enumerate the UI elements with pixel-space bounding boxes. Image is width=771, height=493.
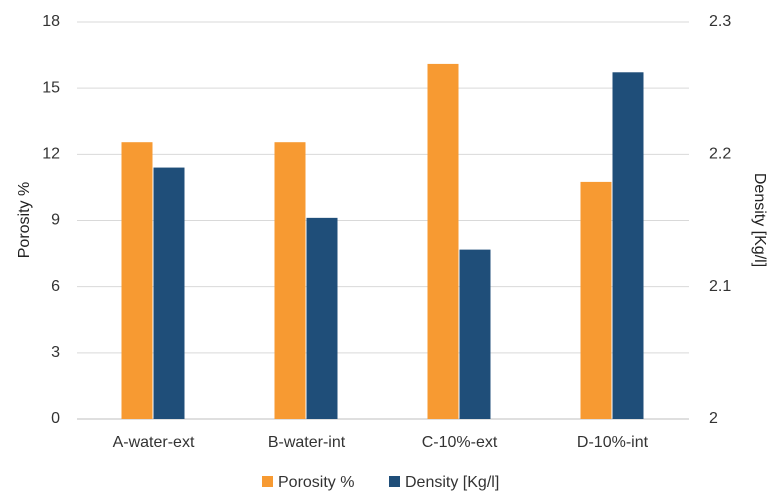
- x-axis-tick-label: B-water-int: [268, 434, 346, 451]
- right-axis-title: Density [Kg/l]: [751, 173, 768, 267]
- bar-porosity: [427, 63, 459, 420]
- left-axis-tick-label: 9: [51, 212, 60, 229]
- left-axis-tick-label: 3: [51, 344, 60, 361]
- x-axis-tick-label: C-10%-ext: [422, 434, 498, 451]
- x-axis-tick-label: D-10%-int: [577, 434, 649, 451]
- right-axis-tick-label: 2.3: [709, 13, 731, 30]
- legend-swatch-porosity: [262, 476, 273, 487]
- bar-density: [612, 72, 644, 419]
- left-axis-title: Porosity %: [16, 182, 33, 258]
- bars: [121, 63, 644, 420]
- x-axis-tick-labels: A-water-ext B-water-int C-10%-ext D-10%-int: [113, 434, 649, 451]
- left-axis-tick-label: 15: [42, 79, 60, 96]
- right-axis-tick-labels: 2 2.1 2.2 2.3: [709, 13, 731, 427]
- legend-swatch-density: [389, 476, 400, 487]
- bar-density: [459, 249, 491, 419]
- left-axis-tick-label: 0: [51, 410, 60, 427]
- legend-label-density: Density [Kg/l]: [405, 474, 499, 491]
- left-axis-tick-label: 6: [51, 278, 60, 295]
- bar-density: [306, 217, 338, 419]
- left-axis-tick-labels: 0 3 6 9 12 15 18: [42, 13, 60, 427]
- bar-porosity: [274, 142, 306, 420]
- bar-porosity: [580, 181, 612, 419]
- bar-density: [153, 167, 185, 419]
- left-axis-tick-label: 18: [42, 13, 60, 30]
- bar-porosity: [121, 142, 153, 420]
- right-axis-tick-label: 2: [709, 410, 718, 427]
- x-axis-tick-label: A-water-ext: [113, 434, 195, 451]
- right-axis-tick-label: 2.2: [709, 146, 731, 163]
- legend-label-porosity: Porosity %: [278, 474, 354, 491]
- right-axis-tick-label: 2.1: [709, 278, 731, 295]
- left-axis-tick-label: 12: [42, 146, 60, 163]
- legend: Porosity % Density [Kg/l]: [262, 474, 499, 491]
